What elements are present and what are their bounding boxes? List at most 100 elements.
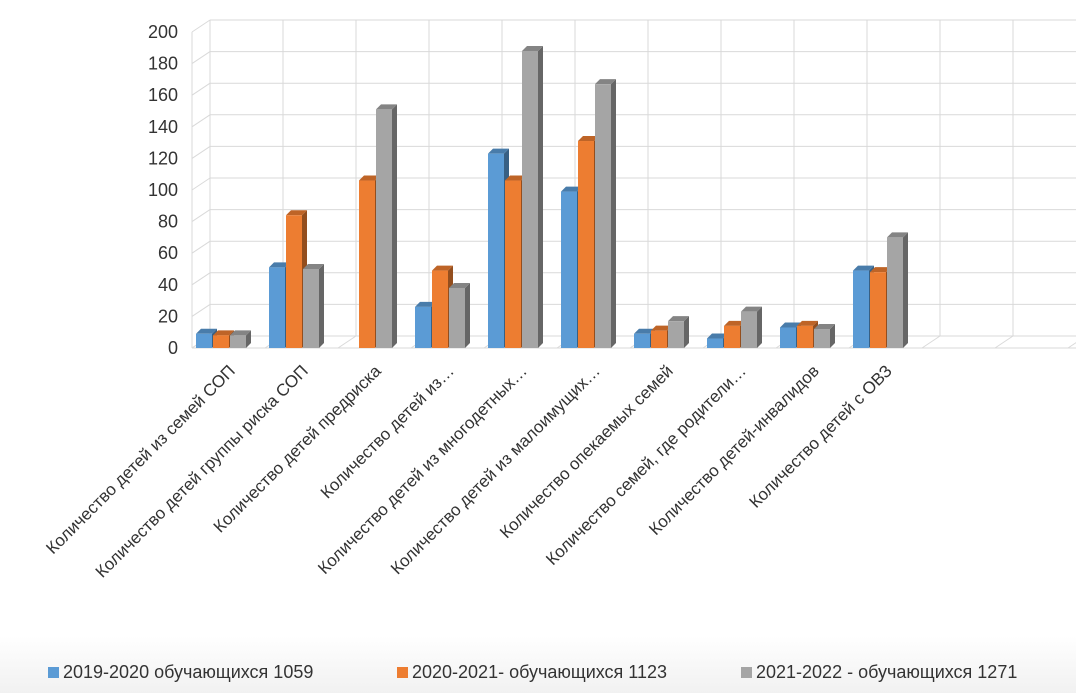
bar-top: [634, 328, 655, 334]
y-tick-label: 100: [148, 180, 178, 200]
bar-top: [415, 301, 436, 307]
gridline-depth: [191, 240, 211, 254]
legend-label: 2019-2020 обучающихся 1059: [63, 661, 314, 682]
bar-front: [668, 321, 684, 348]
bar-top: [286, 210, 307, 216]
x-category-label: Количество детей с ОВЗ: [746, 361, 896, 511]
bar-front: [814, 329, 830, 348]
bar-side: [684, 316, 689, 348]
bar-top: [741, 306, 762, 312]
bar-top: [230, 330, 251, 336]
bar-top: [213, 330, 234, 336]
gridline-depth: [191, 82, 211, 96]
bar-front: [853, 270, 869, 348]
bar-front: [230, 335, 246, 348]
bar-front: [303, 269, 319, 348]
legend-item-2021-2022: 2021-2022 - обучающихся 1271: [741, 660, 1017, 684]
bar-top: [651, 325, 672, 331]
bar-top: [303, 264, 324, 269]
gridline-floor: [994, 335, 1014, 349]
bar-front: [376, 109, 392, 348]
gridline-depth: [191, 303, 211, 317]
bar-top: [505, 175, 526, 181]
gridline-floor: [921, 335, 941, 349]
y-axis-ticks: 0 20 40 60 80 100 120 140 160 180 200: [148, 22, 178, 358]
bar-side: [757, 306, 762, 348]
bar-front: [505, 180, 521, 348]
y-tick-label: 180: [148, 54, 178, 74]
bar-top: [797, 320, 818, 326]
bar: [814, 324, 835, 348]
bar-top: [578, 136, 599, 142]
x-axis-categories: Количество детей из семей СОПКоличество …: [42, 361, 895, 581]
x-category-label: Количество детей из…: [317, 361, 458, 502]
bar-top: [887, 232, 908, 238]
bar-top: [432, 265, 453, 271]
y-tick-label: 200: [148, 22, 178, 42]
bar-top: [668, 316, 689, 322]
bar-front: [213, 335, 229, 348]
bar-front: [651, 330, 667, 348]
gridline-depth: [191, 145, 211, 159]
bar-front: [578, 141, 594, 348]
bar-side: [830, 324, 835, 348]
bar-side: [611, 79, 616, 348]
bar-top: [814, 324, 835, 330]
bar: [230, 330, 251, 348]
bar-front: [286, 215, 302, 348]
bar-front: [449, 287, 465, 348]
legend-swatch: [48, 666, 59, 678]
bar-front: [707, 338, 723, 348]
legend-swatch: [741, 666, 752, 678]
gridline-depth: [191, 272, 211, 286]
bar-top: [870, 267, 891, 273]
bar-front: [359, 180, 375, 348]
gridline-depth: [191, 19, 211, 33]
bar-front: [780, 327, 796, 348]
bar-top: [595, 79, 616, 85]
bar-front: [634, 333, 650, 348]
bar-top: [724, 320, 745, 326]
bar-top: [561, 186, 582, 192]
bar-front: [488, 153, 504, 348]
chart-grid: [191, 19, 1076, 349]
bar-side: [538, 45, 543, 349]
gridline-depth: [191, 177, 211, 191]
bar-front: [561, 191, 577, 348]
y-tick-label: 120: [148, 148, 178, 168]
bar-front: [415, 306, 431, 348]
bar-side: [319, 264, 324, 348]
bar-side: [392, 104, 397, 348]
bar-top: [449, 282, 470, 288]
bar-side: [465, 282, 470, 348]
legend-label: 2020-2021- обучающихся 1123: [412, 661, 668, 682]
bar-top: [707, 333, 728, 339]
legend-swatch: [397, 666, 408, 678]
bar-top: [488, 148, 509, 154]
bar-front: [269, 267, 285, 348]
gridline-depth: [191, 114, 211, 128]
bar-chart: 0 20 40 60 80 100 120 140 160 180 200 Количество д…: [42, 19, 1076, 581]
chart-bars: [196, 45, 908, 349]
bar-front: [522, 50, 538, 349]
bar: [595, 79, 616, 348]
bar-top: [359, 175, 380, 181]
y-tick-label: 0: [168, 338, 178, 358]
bar-front: [887, 237, 903, 348]
bar: [303, 264, 324, 348]
bar-top: [269, 262, 290, 268]
gridline-depth: [191, 51, 211, 65]
bar-front: [741, 311, 757, 348]
bar-top: [780, 322, 801, 328]
bar-front: [595, 84, 611, 348]
legend: 2019-2020 обучающихся 1059 2020-2021- об…: [0, 636, 1076, 693]
gridline-floor: [1067, 342, 1076, 349]
y-tick-label: 80: [158, 212, 178, 232]
bar: [522, 45, 543, 349]
legend-label: 2021-2022 - обучающихся 1271: [756, 661, 1018, 682]
bar: [668, 316, 689, 348]
bar-side: [903, 232, 908, 348]
gridline-floor: [337, 335, 357, 349]
bar-top: [522, 45, 543, 51]
y-tick-label: 60: [158, 243, 178, 263]
